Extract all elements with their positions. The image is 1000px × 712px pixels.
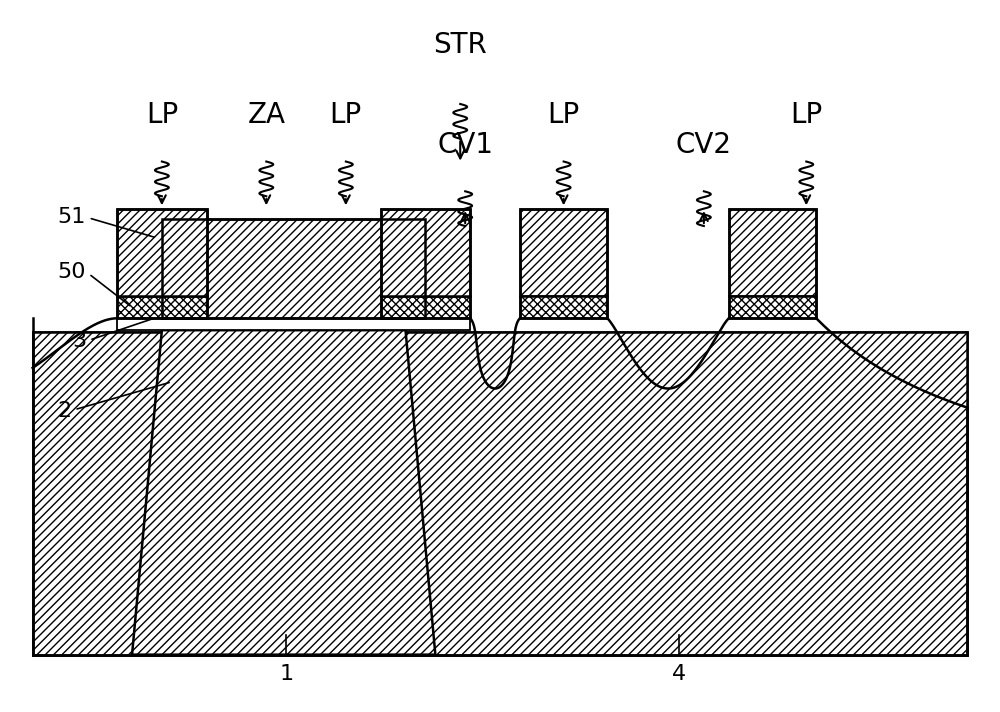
- Text: LP: LP: [790, 101, 822, 129]
- Bar: [117, 209, 207, 318]
- Text: 4: 4: [672, 664, 686, 684]
- Bar: [117, 296, 207, 318]
- Text: STR: STR: [433, 31, 487, 59]
- Text: CV1: CV1: [437, 130, 493, 159]
- Text: LP: LP: [548, 101, 580, 129]
- Polygon shape: [132, 330, 435, 654]
- Bar: [520, 209, 607, 318]
- Bar: [162, 219, 425, 318]
- Text: 51: 51: [57, 207, 154, 237]
- Text: LP: LP: [146, 101, 178, 129]
- Text: LP: LP: [330, 101, 362, 129]
- Bar: [162, 219, 425, 318]
- Bar: [520, 296, 607, 318]
- Bar: [520, 209, 607, 296]
- Bar: [381, 209, 470, 296]
- Bar: [117, 209, 207, 296]
- Text: CV2: CV2: [676, 130, 732, 159]
- Bar: [729, 209, 816, 318]
- Bar: [33, 333, 967, 654]
- Text: 50: 50: [57, 261, 130, 305]
- Text: 3: 3: [72, 318, 154, 351]
- Bar: [381, 209, 470, 318]
- Bar: [729, 209, 816, 296]
- Bar: [162, 318, 406, 330]
- Text: 2: 2: [57, 382, 169, 421]
- Text: 1: 1: [279, 664, 293, 684]
- Bar: [117, 318, 470, 330]
- Bar: [729, 296, 816, 318]
- Text: ZA: ZA: [247, 101, 285, 129]
- Bar: [33, 333, 967, 654]
- Bar: [381, 296, 470, 318]
